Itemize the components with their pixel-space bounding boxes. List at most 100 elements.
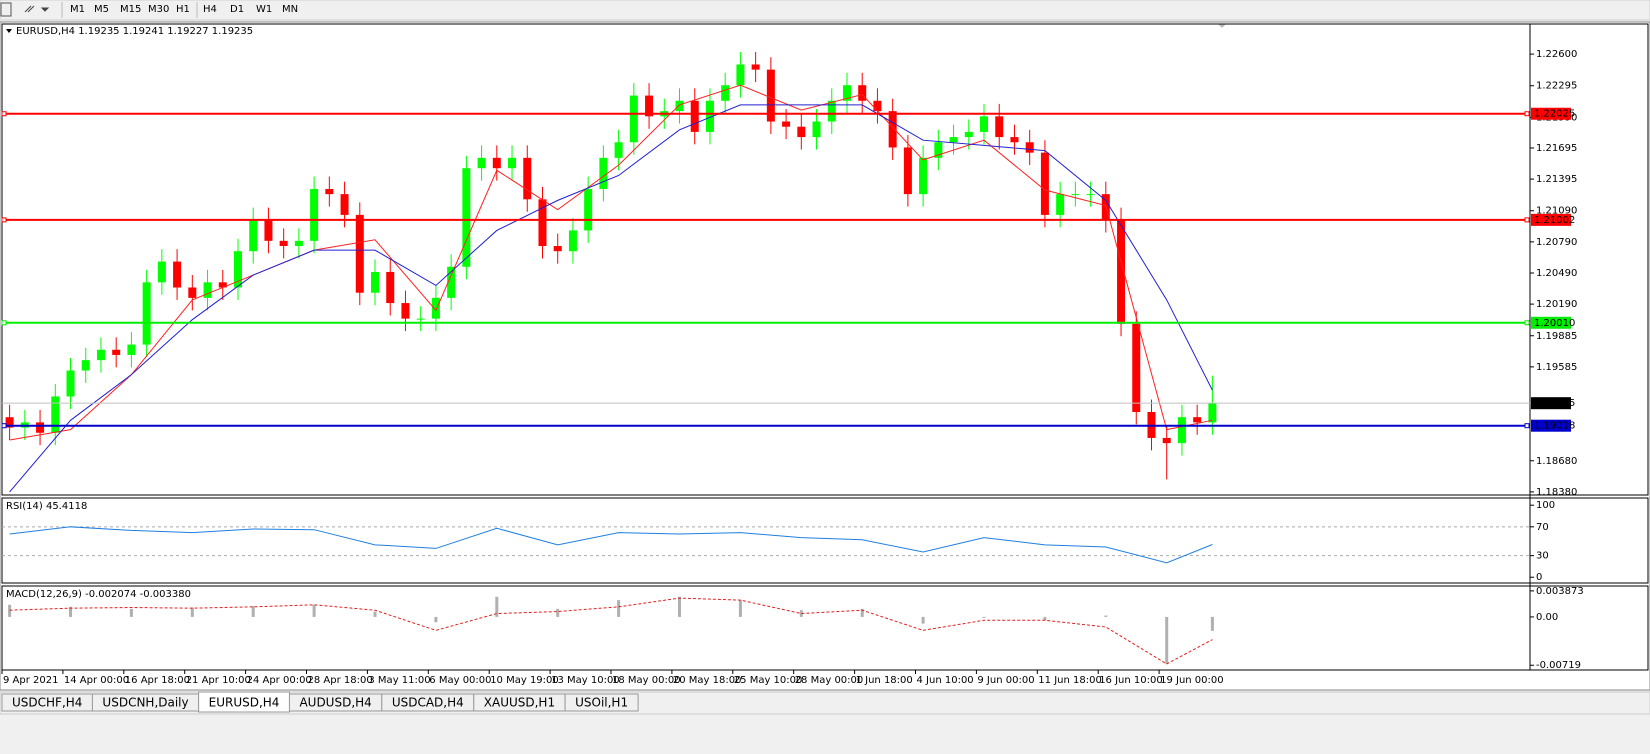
tab[interactable]: USDCAD,H4 — [381, 693, 475, 712]
x-tick-label: 24 Apr 00:00 — [247, 675, 312, 686]
candle-body — [903, 147, 912, 195]
y-tick-label: 0 — [1536, 572, 1542, 583]
x-tick-label: 25 May 10:00 — [734, 675, 803, 686]
candle-body — [599, 157, 608, 189]
timeframe-button[interactable]: M15 — [120, 4, 141, 15]
tab-label[interactable]: AUDUSD,H4 — [299, 696, 371, 710]
candle-body — [1193, 417, 1202, 423]
candle-body — [1177, 417, 1186, 444]
candle-body — [797, 126, 806, 138]
timeframe-button[interactable]: H4 — [203, 4, 217, 15]
candle-body — [112, 349, 121, 355]
candle-body — [1162, 437, 1171, 444]
y-tick-label: 1.19585 — [1536, 362, 1577, 373]
x-tick-label: 16 Apr 18:00 — [125, 675, 190, 686]
candle-body — [523, 157, 532, 200]
candle-body — [249, 220, 258, 252]
candle-body — [1208, 403, 1217, 423]
candle-body — [264, 220, 273, 241]
tab-background[interactable] — [564, 693, 639, 712]
x-tick-label: 28 May 00:00 — [795, 675, 864, 686]
candle-body — [858, 85, 867, 101]
candle-body — [401, 303, 410, 319]
timeframe-button[interactable]: M1 — [70, 4, 85, 15]
tab[interactable]: USDCHF,H4 — [1, 693, 93, 712]
tab-label[interactable]: EURUSD,H4 — [209, 696, 280, 710]
y-tick-label: 1.18680 — [1536, 456, 1577, 467]
y-tick-label: 30 — [1536, 551, 1549, 562]
chart-title: EURUSD,H4 1.19235 1.19241 1.19227 1.1923… — [16, 26, 253, 37]
tab[interactable]: USOil,H1 — [564, 693, 639, 712]
macd-bar — [8, 604, 12, 617]
bid-label: 1.19235 — [1534, 398, 1575, 409]
toolbar-icon[interactable] — [0, 2, 12, 17]
macd-bar — [921, 616, 925, 624]
toolbar-icon[interactable] — [24, 5, 50, 13]
level-label: 1.21002 — [1534, 215, 1575, 226]
y-tick-label: 1.21395 — [1536, 174, 1577, 185]
x-tick-label: 16 Jun 10:00 — [1099, 675, 1163, 686]
y-tick-label: 1.21695 — [1536, 143, 1577, 154]
chart-area — [0, 21, 1650, 691]
macd-bar — [860, 608, 864, 617]
level-handle — [1524, 111, 1530, 117]
candle-body — [538, 199, 547, 247]
timeframe-button[interactable]: MN — [282, 4, 298, 15]
tab[interactable]: USDCNH,Daily — [91, 693, 200, 712]
macd-bar — [373, 611, 377, 617]
candle-body — [279, 240, 288, 247]
timeframe-button[interactable]: M30 — [148, 4, 169, 15]
timeframe-button[interactable]: W1 — [256, 4, 272, 15]
candle-body — [294, 240, 303, 247]
candle-body — [36, 422, 45, 433]
level-handle — [1, 320, 7, 326]
tab-label[interactable]: USOil,H1 — [575, 696, 628, 710]
x-tick-label: 14 Apr 00:00 — [64, 675, 129, 686]
level-label: 1.22025 — [1534, 109, 1575, 120]
tab-label[interactable]: USDCHF,H4 — [12, 696, 82, 710]
candle-body — [96, 349, 105, 361]
timeframe-button[interactable]: M5 — [94, 4, 109, 15]
macd-bar — [1043, 616, 1047, 621]
y-tick-label: 1.21090 — [1536, 206, 1577, 217]
tab[interactable]: EURUSD,H4 — [198, 691, 290, 713]
tab-label[interactable]: USDCAD,H4 — [392, 696, 464, 710]
candle-body — [614, 142, 623, 158]
tab-label[interactable]: USDCNH,Daily — [102, 696, 188, 710]
moving-average — [9, 84, 1213, 441]
x-tick-label: 1 Jun 18:00 — [856, 675, 913, 686]
y-tick-label: 1.20190 — [1536, 299, 1577, 310]
candle-body — [508, 157, 517, 169]
timeframe-button[interactable]: D1 — [230, 4, 244, 15]
candle-body — [142, 282, 151, 345]
macd-bar — [799, 610, 803, 617]
timeframe-button[interactable]: H1 — [176, 4, 190, 15]
candle-body — [812, 121, 821, 138]
bid-label-box — [1531, 397, 1571, 410]
y-tick-label: 100 — [1536, 500, 1555, 511]
x-tick-label: 9 Apr 2021 — [3, 675, 58, 686]
indicator-title: RSI(14) 45.4118 — [6, 501, 87, 512]
x-tick-label: 13 May 10:00 — [551, 675, 620, 686]
toolbar — [0, 0, 1650, 21]
tab[interactable]: AUDUSD,H4 — [288, 693, 383, 712]
candle-body — [705, 100, 714, 132]
panel-frame — [1, 497, 1649, 584]
tab-label[interactable]: XAUUSD,H1 — [484, 696, 555, 710]
x-tick-label: 28 Apr 18:00 — [308, 675, 373, 686]
macd-bar — [738, 600, 742, 617]
macd-bar — [251, 606, 255, 617]
candle-body — [462, 168, 471, 267]
level-label: 1.20010 — [1534, 318, 1575, 329]
moving-average — [9, 104, 1213, 493]
y-tick-label: 1.20790 — [1536, 237, 1577, 248]
candle-body — [690, 100, 699, 132]
level-handle — [1524, 423, 1530, 429]
level-handle — [1, 111, 7, 117]
tab[interactable]: XAUUSD,H1 — [473, 693, 566, 712]
candle-body — [888, 111, 897, 148]
shift-marker — [1218, 24, 1226, 28]
candle-body — [218, 282, 227, 288]
macd-bar — [617, 600, 621, 617]
